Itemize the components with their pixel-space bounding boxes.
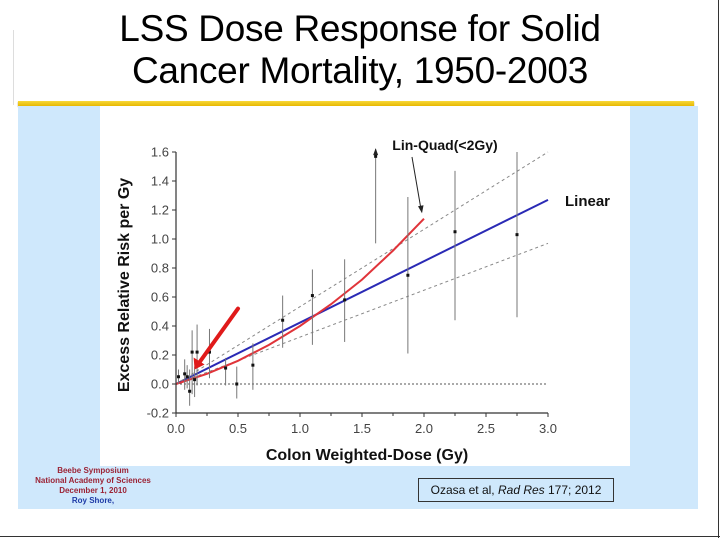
data-point	[343, 298, 347, 302]
slide-border-bottom	[0, 536, 720, 537]
y-tick-label: 0.8	[151, 261, 169, 276]
x-tick-label: 2.5	[477, 421, 495, 436]
y-tick-label: 1.6	[151, 145, 169, 160]
lin-quad-pointer-line	[411, 156, 422, 210]
y-tick-label: 0.4	[151, 319, 169, 334]
slide-left-edge	[13, 30, 14, 105]
series-lin-quad-2gy	[175, 218, 425, 385]
citation-journal: Rad Res	[497, 483, 545, 497]
data-point	[224, 366, 228, 370]
series-linear-ci-upper	[175, 151, 549, 385]
data-point	[190, 350, 194, 354]
citation-authors: Ozasa et al,	[430, 483, 498, 497]
data-point	[251, 363, 255, 367]
title-underline-rule	[18, 101, 694, 106]
y-tick-label: 0.2	[151, 348, 169, 363]
lin-quad-label: Lin-Quad(<2Gy)	[392, 137, 497, 153]
data-point	[406, 273, 410, 277]
credit-author: Roy Shore,	[71, 496, 115, 505]
x-tick-label: 0.0	[167, 421, 185, 436]
slide-title-line-2: Cancer Mortality, 1950-2003	[131, 50, 588, 91]
x-tick-label: 1.5	[353, 421, 371, 436]
off-scale-arrow-icon	[373, 148, 379, 156]
highlight-arrow-head-icon	[193, 357, 205, 370]
x-tick-label: 2.0	[415, 421, 433, 436]
citation-box: Ozasa et al, Rad Res 177; 2012	[418, 478, 614, 502]
credit-date: December 1, 2010	[59, 486, 127, 495]
y-tick-label: 0.6	[151, 290, 169, 305]
data-point	[281, 318, 285, 322]
y-tick-label: 1.2	[151, 203, 169, 218]
y-tick-label: -0.2	[147, 406, 169, 421]
data-point	[235, 382, 239, 386]
highlight-arrow-shaft	[196, 306, 240, 366]
x-tick-label: 0.5	[229, 421, 247, 436]
slide-title: LSS Dose Response for Solid Cancer Morta…	[0, 8, 720, 92]
y-tick-label: 1.4	[151, 174, 169, 189]
data-points-layer	[176, 148, 519, 406]
data-point	[453, 230, 457, 234]
x-tick-label: 1.0	[291, 421, 309, 436]
data-point	[183, 372, 187, 376]
y-tick-label: 0.0	[151, 377, 169, 392]
y-tick-label: 1.0	[151, 232, 169, 247]
data-point	[188, 389, 192, 393]
x-axis-label: Colon Weighted-Dose (Gy)	[266, 447, 468, 464]
data-point	[176, 375, 180, 379]
annotations-layer: Lin-Quad(<2Gy) Linear	[193, 137, 610, 370]
data-point	[185, 375, 189, 379]
lin-quad-pointer-arrow-icon	[418, 205, 424, 214]
slide-title-line-1: LSS Dose Response for Solid	[119, 8, 601, 49]
data-point	[310, 294, 314, 298]
credit-event: Beebe Symposium	[57, 466, 129, 475]
x-tick-label: 3.0	[539, 421, 557, 436]
data-point	[195, 350, 199, 354]
linear-label: Linear	[565, 193, 610, 210]
credit-organization: National Academy of Sciences	[35, 476, 151, 485]
plot-background	[100, 106, 630, 466]
slide-border-right	[718, 0, 719, 538]
axes-layer: -0.20.00.20.40.60.81.01.21.41.60.0 0.5 1.0…	[147, 145, 557, 437]
y-axis-label: Excess Relative Risk per Gy	[116, 178, 133, 392]
citation-volume: 177; 2012	[544, 483, 602, 497]
data-point	[515, 233, 519, 237]
event-credit: Beebe Symposium National Academy of Scie…	[18, 466, 168, 506]
fit-lines-layer	[175, 151, 549, 385]
series-linear	[175, 198, 549, 385]
data-point	[374, 154, 378, 158]
data-point	[207, 350, 211, 354]
data-point	[193, 378, 197, 382]
